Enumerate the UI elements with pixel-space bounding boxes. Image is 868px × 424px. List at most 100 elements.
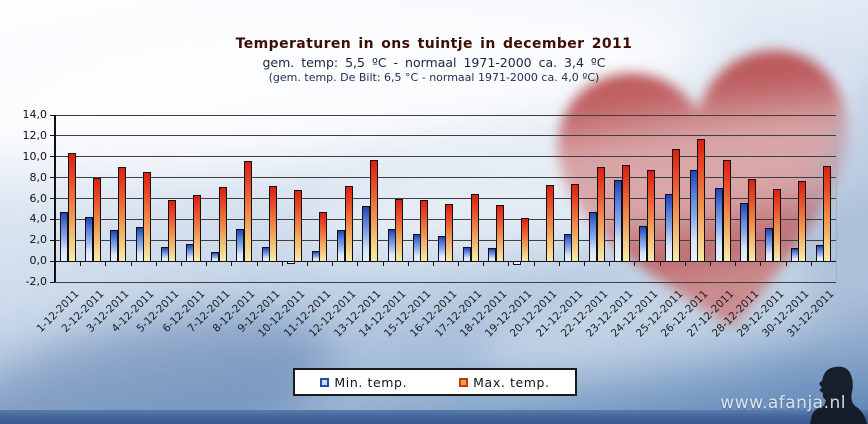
x-axis-tick xyxy=(710,261,712,267)
bar-max-temp xyxy=(344,185,353,263)
bar-max-temp xyxy=(117,167,126,263)
y-axis-label: 4,0 xyxy=(29,212,48,226)
bar-max-temp xyxy=(823,166,832,263)
x-axis-tick xyxy=(760,261,762,267)
chart-subtitle-2: (gem. temp. De Bilt: 6,5 °C - normaal 19… xyxy=(268,71,600,85)
x-axis-tick xyxy=(382,261,384,267)
y-axis-tick xyxy=(50,114,55,116)
bar-max-temp xyxy=(646,170,655,263)
bar-max-temp xyxy=(621,165,630,263)
x-axis-tick xyxy=(231,261,233,267)
bar-max-temp xyxy=(520,218,529,263)
x-axis-tick xyxy=(558,261,560,267)
y-axis-label: 12,0 xyxy=(22,128,48,142)
bar-max-temp xyxy=(243,160,252,263)
x-axis-tick xyxy=(357,261,359,267)
bar-max-temp xyxy=(445,203,454,263)
x-axis-tick xyxy=(785,261,787,267)
y-axis-tick xyxy=(50,239,55,241)
chart-title: Temperaturen in ons tuintje in december … xyxy=(235,36,633,52)
x-axis-tick xyxy=(306,261,308,267)
bar-max-temp xyxy=(747,178,756,263)
x-axis-tick xyxy=(533,261,535,267)
bar-max-temp xyxy=(722,159,731,263)
bar-max-temp xyxy=(697,139,706,263)
x-axis-tick xyxy=(458,261,460,267)
bar-max-temp xyxy=(470,194,479,263)
bar-max-temp xyxy=(193,195,202,263)
legend-item-max: Max. temp. xyxy=(459,375,549,390)
y-axis-tick xyxy=(50,156,55,158)
legend-max-label: Max. temp. xyxy=(473,374,550,390)
legend-min-label: Min. temp. xyxy=(334,374,408,390)
y-axis-tick xyxy=(50,198,55,199)
y-axis-label: 0,0 xyxy=(29,254,48,268)
x-axis-tick xyxy=(155,261,157,267)
x-axis-tick xyxy=(130,261,132,267)
site-watermark: www.afanja.nl xyxy=(720,393,846,413)
y-axis-label: -2,0 xyxy=(25,275,47,288)
y-axis-label: 10,0 xyxy=(22,149,48,163)
plot-frame-right xyxy=(836,115,837,282)
bar-max-temp xyxy=(143,172,152,263)
x-axis-tick xyxy=(332,261,334,267)
x-axis-tick xyxy=(609,261,611,267)
x-axis-tick xyxy=(206,261,208,267)
y-axis-label: 14,0 xyxy=(22,108,48,121)
gridline xyxy=(55,156,836,158)
x-axis-tick xyxy=(584,261,586,267)
bar-max-temp xyxy=(67,152,76,263)
x-axis-tick xyxy=(80,261,82,267)
x-axis-tick xyxy=(659,261,661,267)
bar-max-temp xyxy=(672,149,681,263)
x-axis-tick xyxy=(180,261,182,267)
bar-max-temp xyxy=(369,159,378,263)
white-swoosh-top xyxy=(0,0,726,199)
x-axis-tick xyxy=(256,261,258,267)
gridline xyxy=(55,114,836,116)
bar-max-temp xyxy=(319,212,328,263)
chart-header: Temperaturen in ons tuintje in december … xyxy=(0,36,868,85)
x-axis-tick xyxy=(810,261,812,267)
gridline xyxy=(55,177,836,179)
y-axis-line xyxy=(54,115,56,282)
bar-max-temp xyxy=(395,198,404,263)
bar-max-temp xyxy=(92,177,101,263)
gridline xyxy=(55,135,836,137)
chart-subtitle: gem. temp: 5,5 ºC - normaal 1971-2000 ca… xyxy=(262,54,606,70)
x-axis-tick xyxy=(483,261,485,267)
legend: Min. temp. Max. temp. xyxy=(293,368,577,396)
legend-max-marker-icon xyxy=(459,377,469,387)
bar-max-temp xyxy=(546,184,555,263)
bar-max-temp xyxy=(571,183,580,263)
x-axis-tick xyxy=(684,261,686,267)
x-axis-tick xyxy=(407,261,409,267)
bar-max-temp xyxy=(495,204,504,263)
x-axis-zero-line xyxy=(55,260,836,263)
legend-item-min: Min. temp. xyxy=(320,375,407,390)
x-axis-tick xyxy=(508,261,510,267)
x-axis-tick xyxy=(55,261,56,267)
x-axis-tick xyxy=(281,261,283,267)
y-axis-tick xyxy=(50,281,55,283)
gridline xyxy=(55,281,836,283)
gridline xyxy=(55,198,836,199)
legend-min-marker-icon xyxy=(320,377,330,387)
x-axis-tick xyxy=(634,261,636,267)
y-axis-tick xyxy=(50,260,55,262)
bar-max-temp xyxy=(269,185,278,263)
y-axis-tick xyxy=(50,177,55,179)
y-axis-label: 2,0 xyxy=(29,233,48,247)
bar-max-temp xyxy=(798,180,807,263)
y-axis-tick xyxy=(50,135,55,137)
bar-max-temp xyxy=(218,187,227,263)
y-axis-label: 8,0 xyxy=(29,170,48,184)
x-axis-tick xyxy=(105,261,107,267)
y-axis-tick xyxy=(50,218,55,220)
bar-max-temp xyxy=(596,167,605,263)
blue-streak-right xyxy=(774,34,868,396)
bar-max-temp xyxy=(420,199,429,263)
person-silhouette-icon xyxy=(810,366,867,424)
x-axis-tick xyxy=(432,261,434,267)
